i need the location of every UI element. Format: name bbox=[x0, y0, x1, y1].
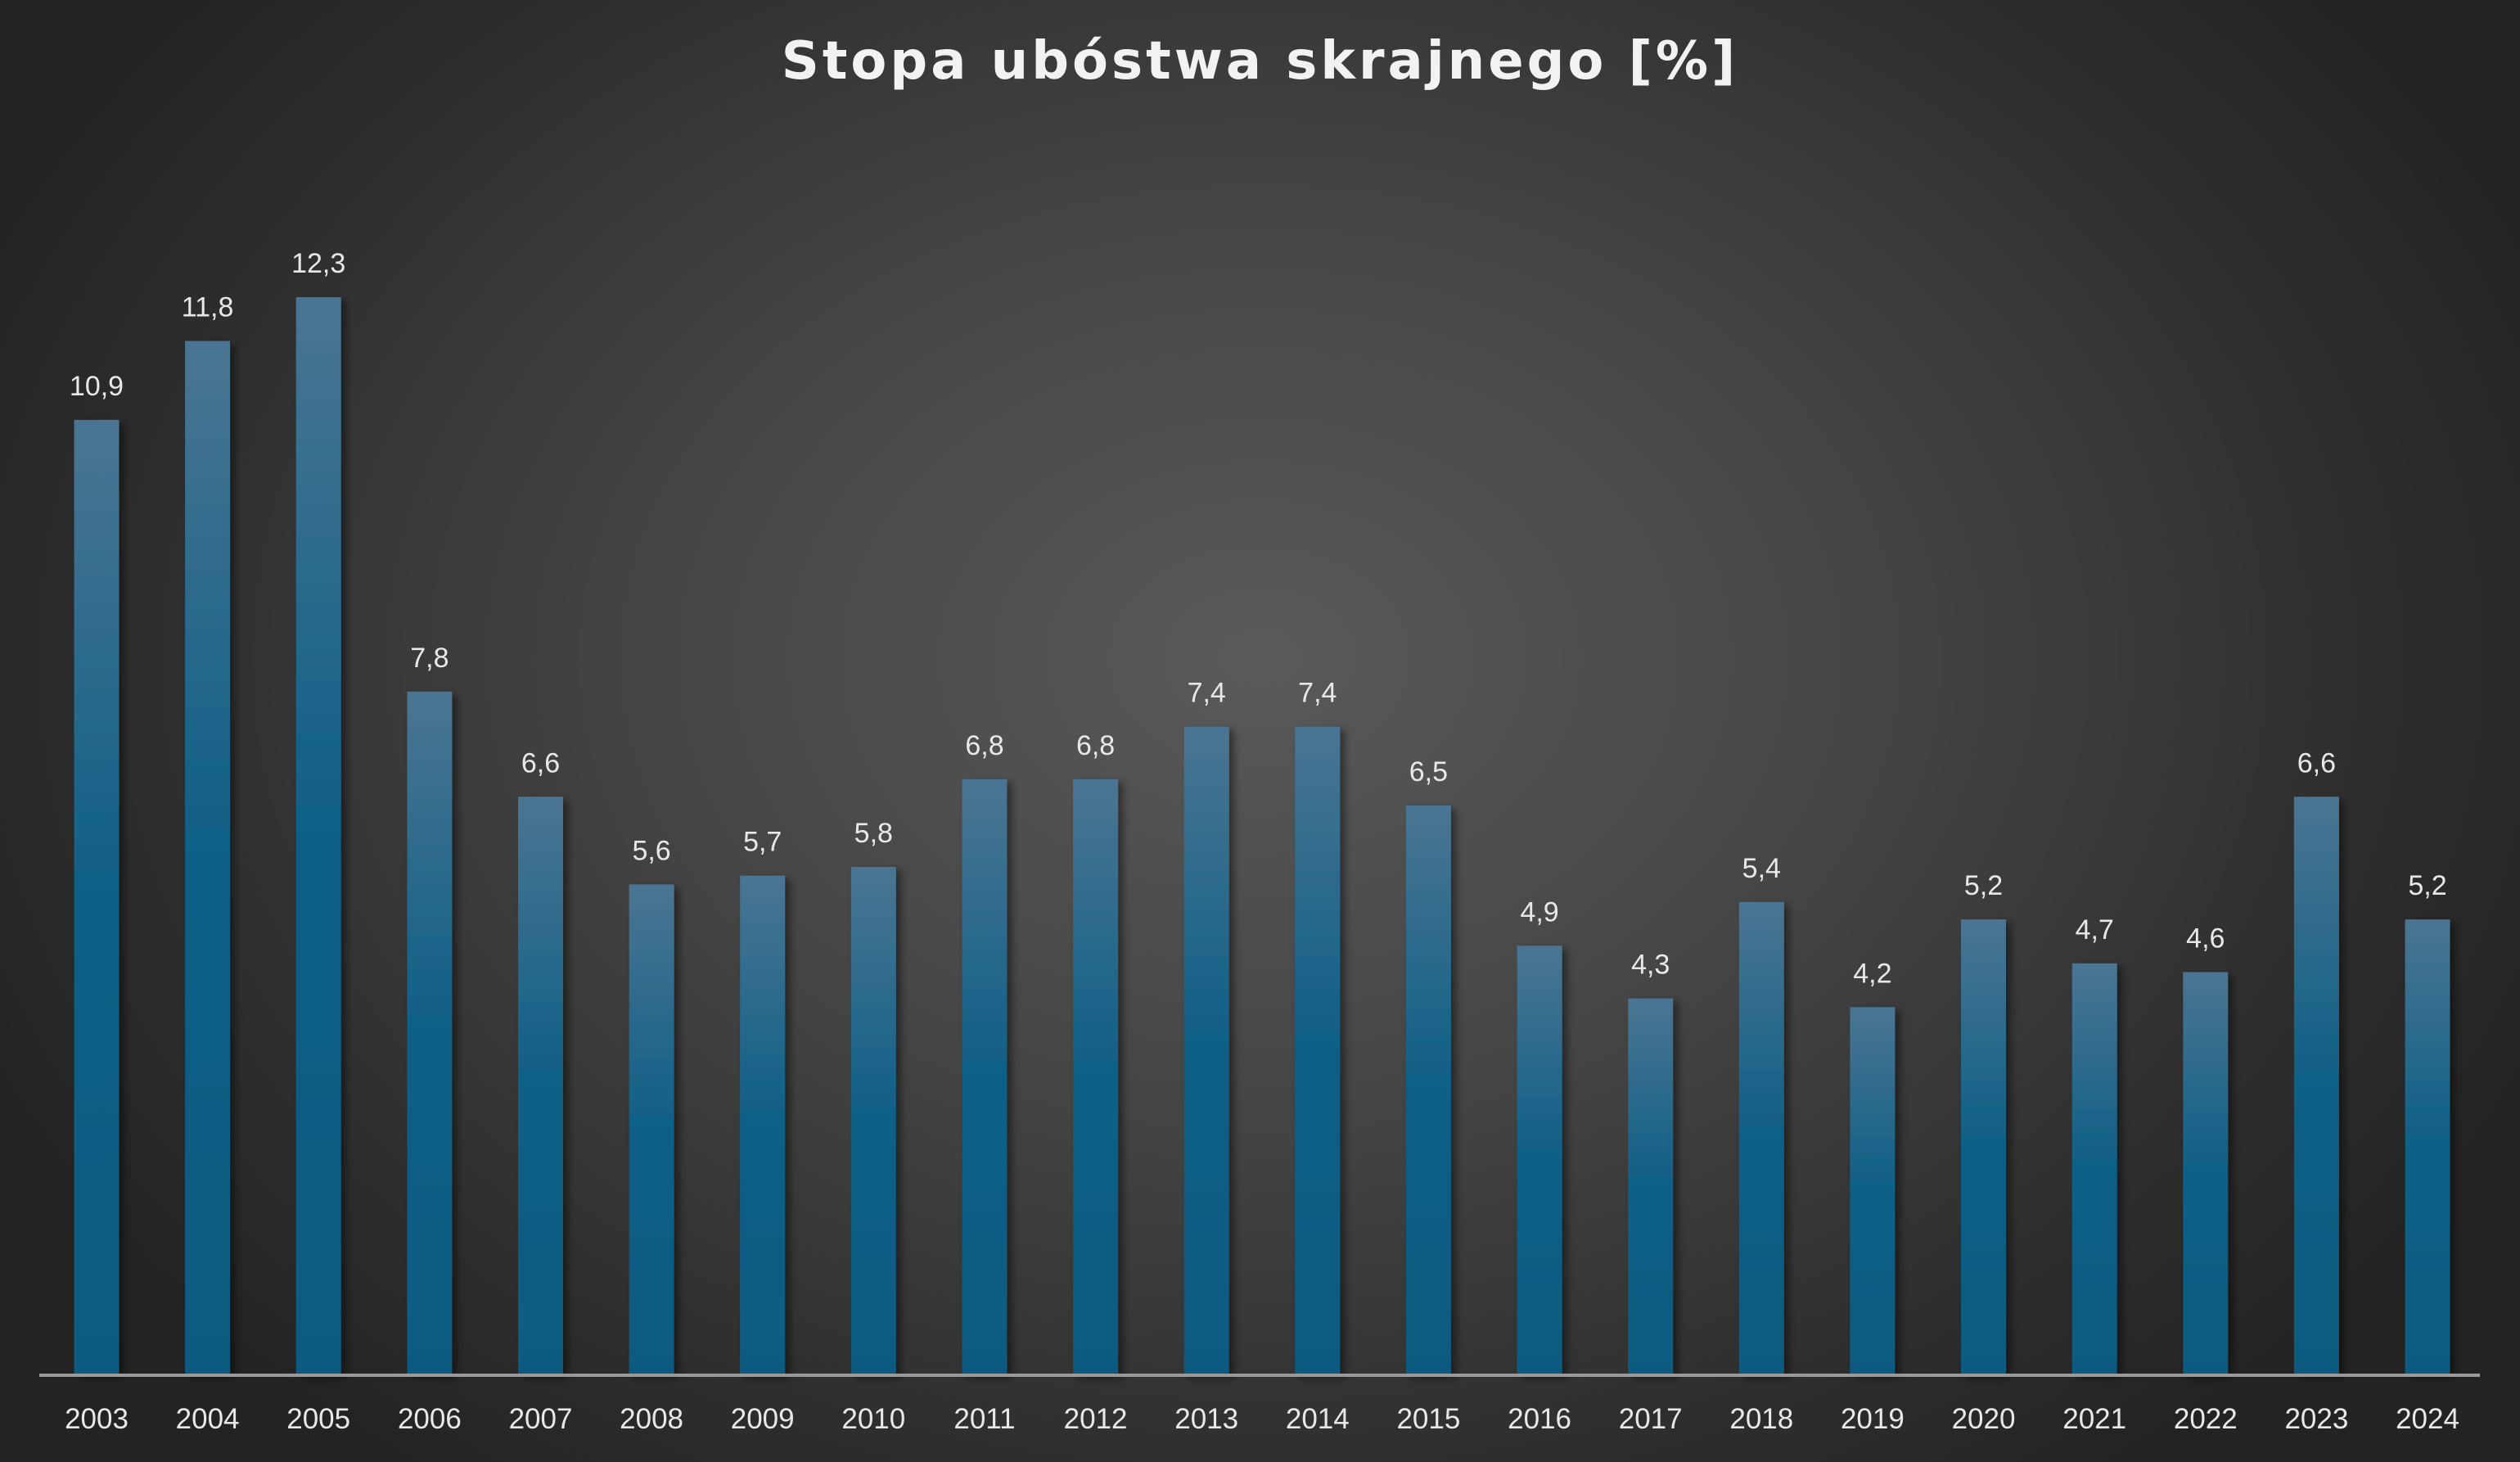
data-label-2020: 5,2 bbox=[1964, 870, 2003, 901]
bar-2013 bbox=[1183, 726, 1229, 1375]
bars bbox=[74, 297, 2450, 1375]
bar-2006 bbox=[407, 691, 453, 1375]
data-label-2018: 5,4 bbox=[1742, 853, 1781, 884]
x-tick-2022: 2022 bbox=[2174, 1403, 2238, 1435]
data-label-2015: 6,5 bbox=[1409, 756, 1448, 787]
x-tick-2009: 2009 bbox=[731, 1403, 795, 1435]
x-tick-2004: 2004 bbox=[176, 1403, 240, 1435]
data-labels: 10,9 11,8 12,3 7,8 6,6 5,6 5,7 5,8 6,8 6,8 7,4 7,4 6… bbox=[70, 248, 2447, 989]
x-tick-2011: 2011 bbox=[953, 1403, 1015, 1435]
bar-2019 bbox=[1850, 1007, 1896, 1375]
x-tick-2017: 2017 bbox=[1619, 1403, 1683, 1435]
data-label-2006: 7,8 bbox=[410, 643, 449, 674]
x-tick-2016: 2016 bbox=[1508, 1403, 1571, 1435]
bar-2010 bbox=[850, 867, 896, 1375]
x-tick-2015: 2015 bbox=[1396, 1403, 1460, 1435]
data-label-2021: 4,7 bbox=[2076, 914, 2114, 945]
bar-2016 bbox=[1517, 945, 1562, 1375]
data-label-2008: 5,6 bbox=[632, 835, 670, 866]
bar-2009 bbox=[740, 875, 786, 1375]
x-tick-2021: 2021 bbox=[2062, 1403, 2126, 1435]
bar-2024 bbox=[2405, 919, 2450, 1375]
data-label-2012: 6,8 bbox=[1076, 730, 1115, 761]
data-label-2023: 6,6 bbox=[2297, 747, 2336, 778]
x-tick-2014: 2014 bbox=[1286, 1403, 1350, 1435]
bar-2017 bbox=[1628, 998, 1674, 1375]
data-label-2016: 4,9 bbox=[1520, 896, 1558, 927]
bar-2011 bbox=[962, 778, 1008, 1375]
bar-2012 bbox=[1073, 778, 1119, 1375]
x-axis-tick-labels: 2003 2004 2005 2006 2007 2008 2009 2010 2011 2012… bbox=[65, 1403, 2459, 1435]
data-label-2019: 4,2 bbox=[1853, 958, 1891, 989]
data-label-2024: 5,2 bbox=[2408, 870, 2446, 901]
bar-2015 bbox=[1405, 805, 1451, 1375]
bar-2003 bbox=[74, 419, 119, 1375]
bar-2007 bbox=[518, 796, 563, 1375]
data-label-2022: 4,6 bbox=[2186, 923, 2225, 954]
x-tick-2007: 2007 bbox=[509, 1403, 573, 1435]
x-tick-2003: 2003 bbox=[65, 1403, 128, 1435]
chart-title: Stopa ubóstwa skrajnego [%] bbox=[781, 31, 1739, 92]
bar-2004 bbox=[185, 341, 231, 1375]
data-label-2005: 12,3 bbox=[291, 248, 345, 279]
bar-2023 bbox=[2293, 796, 2339, 1375]
bar-2005 bbox=[295, 297, 341, 1375]
x-tick-2024: 2024 bbox=[2396, 1403, 2459, 1435]
bar-2008 bbox=[629, 884, 674, 1375]
bar-2022 bbox=[2183, 972, 2229, 1375]
x-tick-2013: 2013 bbox=[1174, 1403, 1238, 1435]
x-tick-2023: 2023 bbox=[2284, 1403, 2348, 1435]
x-tick-2012: 2012 bbox=[1064, 1403, 1128, 1435]
data-label-2004: 11,8 bbox=[182, 292, 234, 323]
bar-2021 bbox=[2071, 963, 2117, 1375]
bar-2018 bbox=[1738, 901, 1784, 1375]
x-tick-2006: 2006 bbox=[398, 1403, 462, 1435]
x-tick-2020: 2020 bbox=[1952, 1403, 2016, 1435]
bar-2014 bbox=[1295, 726, 1341, 1375]
x-tick-2019: 2019 bbox=[1841, 1403, 1905, 1435]
data-label-2013: 7,4 bbox=[1188, 678, 1226, 709]
x-tick-2008: 2008 bbox=[620, 1403, 683, 1435]
bar-2020 bbox=[1961, 919, 2006, 1375]
data-label-2007: 6,6 bbox=[521, 747, 560, 778]
data-label-2014: 7,4 bbox=[1298, 678, 1337, 709]
data-label-2017: 4,3 bbox=[1631, 950, 1670, 981]
data-label-2009: 5,7 bbox=[743, 827, 782, 858]
data-label-2003: 10,9 bbox=[70, 371, 124, 402]
x-tick-2018: 2018 bbox=[1729, 1403, 1793, 1435]
x-tick-2005: 2005 bbox=[286, 1403, 350, 1435]
data-label-2010: 5,8 bbox=[854, 818, 893, 849]
data-label-2011: 6,8 bbox=[965, 730, 1003, 761]
x-tick-2010: 2010 bbox=[841, 1403, 905, 1435]
